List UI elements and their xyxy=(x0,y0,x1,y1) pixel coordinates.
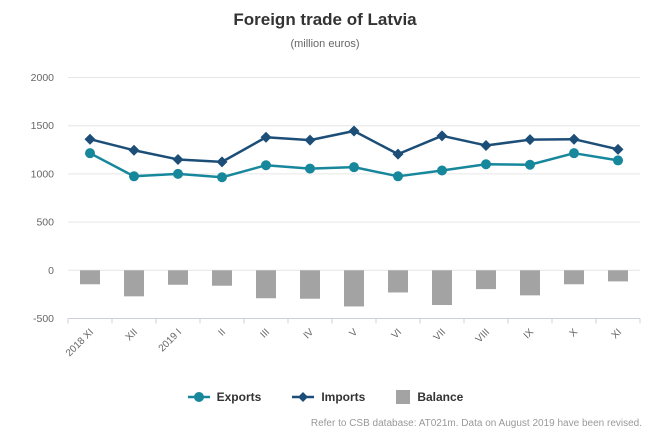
imports-point[interactable] xyxy=(172,153,184,165)
imports-point[interactable] xyxy=(436,130,448,142)
y-axis-label: 1000 xyxy=(31,168,55,180)
y-axis-label: -500 xyxy=(33,313,54,325)
exports-point[interactable] xyxy=(349,162,359,173)
exports-point[interactable] xyxy=(173,168,183,179)
imports-point[interactable] xyxy=(128,144,140,156)
x-axis-label: V xyxy=(348,327,361,340)
imports-point[interactable] xyxy=(84,133,96,145)
balance-bar[interactable] xyxy=(564,270,584,285)
exports-point[interactable] xyxy=(569,148,579,159)
imports-point[interactable] xyxy=(304,134,316,146)
legend-label-imports: Imports xyxy=(321,390,366,404)
balance-bar[interactable] xyxy=(212,270,232,286)
x-axis-label: III xyxy=(258,327,272,341)
balance-bar[interactable] xyxy=(168,270,188,285)
x-axis-label: 2018 XI xyxy=(64,327,96,359)
x-axis-label: VIII xyxy=(474,327,492,345)
legend-label-balance: Balance xyxy=(417,390,464,404)
x-axis-label: X xyxy=(568,327,581,340)
exports-point[interactable] xyxy=(437,165,447,176)
exports-point[interactable] xyxy=(613,155,623,166)
legend-label-exports: Exports xyxy=(216,390,262,404)
legend-item-exports[interactable]: Exports xyxy=(187,390,262,404)
balance-bar[interactable] xyxy=(344,270,364,307)
balance-bar[interactable] xyxy=(520,270,540,296)
balance-bar[interactable] xyxy=(80,270,100,285)
exports-point[interactable] xyxy=(305,163,315,174)
x-axis-label: 2019 I xyxy=(157,327,184,354)
imports-legend-icon xyxy=(292,392,315,402)
imports-point[interactable] xyxy=(612,143,624,155)
chart-legend: Exports Imports Balance xyxy=(0,388,650,406)
exports-point[interactable] xyxy=(393,171,403,182)
imports-point[interactable] xyxy=(216,156,228,168)
balance-bar[interactable] xyxy=(608,270,628,282)
chart-title: Foreign trade of Latvia xyxy=(233,10,417,29)
balance-bar[interactable] xyxy=(388,270,408,293)
x-axis-label: VII xyxy=(432,327,448,343)
legend-item-balance[interactable]: Balance xyxy=(395,389,463,405)
x-axis-label: XII xyxy=(124,327,140,343)
exports-point[interactable] xyxy=(217,172,227,183)
y-axis-label: 0 xyxy=(48,265,54,277)
exports-point[interactable] xyxy=(525,159,535,170)
source-note: Refer to CSB database: AT021m. Data on A… xyxy=(310,418,642,429)
legend-item-imports[interactable]: Imports xyxy=(291,390,365,404)
balance-legend-icon xyxy=(396,390,411,404)
x-axis-label: VI xyxy=(390,327,404,341)
imports-point[interactable] xyxy=(480,139,492,151)
imports-point[interactable] xyxy=(348,125,360,137)
y-axis-label: 500 xyxy=(36,217,54,229)
x-axis-label: IX xyxy=(522,327,537,342)
exports-legend-icon xyxy=(187,392,210,402)
x-axis-label: II xyxy=(216,327,228,339)
x-axis-label: XI xyxy=(610,327,624,341)
exports-point[interactable] xyxy=(129,171,139,182)
x-axis-label: IV xyxy=(302,327,317,342)
imports-point[interactable] xyxy=(260,131,272,143)
y-axis-label: 1500 xyxy=(31,120,55,132)
imports-point[interactable] xyxy=(568,133,580,145)
y-axis-label: 2000 xyxy=(31,72,55,84)
balance-bar[interactable] xyxy=(432,270,452,306)
chart-subtitle: (million euros) xyxy=(290,38,360,50)
exports-point[interactable] xyxy=(85,148,95,159)
imports-point[interactable] xyxy=(392,148,404,160)
exports-point[interactable] xyxy=(261,160,271,171)
balance-bar[interactable] xyxy=(476,270,496,290)
balance-bar[interactable] xyxy=(124,270,144,297)
imports-point[interactable] xyxy=(524,134,536,146)
balance-bar[interactable] xyxy=(256,270,276,299)
balance-bar[interactable] xyxy=(300,270,320,299)
exports-point[interactable] xyxy=(481,159,491,170)
